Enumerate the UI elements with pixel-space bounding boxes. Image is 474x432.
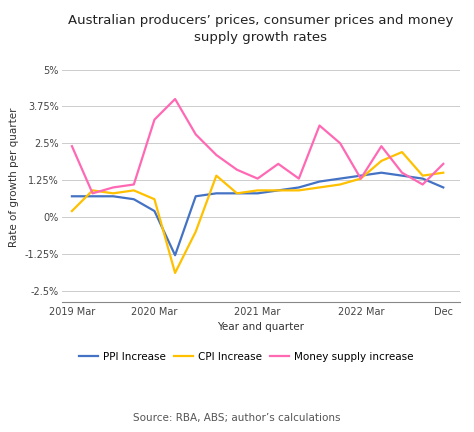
CPI Increase: [110, 191, 116, 196]
Money supply increase: [275, 161, 281, 166]
PPI Increase: [379, 170, 384, 175]
CPI Increase: [131, 188, 137, 193]
CPI Increase: [234, 191, 240, 196]
PPI Increase: [317, 179, 322, 184]
CPI Increase: [193, 229, 199, 234]
PPI Increase: [131, 197, 137, 202]
PPI Increase: [399, 173, 405, 178]
CPI Increase: [317, 185, 322, 190]
Money supply increase: [69, 143, 75, 149]
PPI Increase: [255, 191, 260, 196]
PPI Increase: [172, 253, 178, 258]
PPI Increase: [296, 185, 302, 190]
CPI Increase: [420, 173, 426, 178]
CPI Increase: [172, 270, 178, 276]
Money supply increase: [317, 123, 322, 128]
CPI Increase: [296, 188, 302, 193]
PPI Increase: [358, 173, 364, 178]
CPI Increase: [90, 188, 95, 193]
Money supply increase: [296, 176, 302, 181]
CPI Increase: [275, 188, 281, 193]
Line: CPI Increase: CPI Increase: [72, 152, 443, 273]
Money supply increase: [420, 182, 426, 187]
PPI Increase: [440, 185, 446, 190]
PPI Increase: [275, 188, 281, 193]
PPI Increase: [193, 194, 199, 199]
CPI Increase: [358, 176, 364, 181]
CPI Increase: [152, 197, 157, 202]
PPI Increase: [90, 194, 95, 199]
CPI Increase: [255, 188, 260, 193]
Money supply increase: [399, 170, 405, 175]
Money supply increase: [110, 185, 116, 190]
Line: Money supply increase: Money supply increase: [72, 99, 443, 194]
Money supply increase: [193, 132, 199, 137]
Y-axis label: Rate of growth per quarter: Rate of growth per quarter: [9, 108, 19, 247]
CPI Increase: [440, 170, 446, 175]
Text: Source: RBA, ABS; author’s calculations: Source: RBA, ABS; author’s calculations: [133, 413, 341, 423]
PPI Increase: [69, 194, 75, 199]
Legend: PPI Increase, CPI Increase, Money supply increase: PPI Increase, CPI Increase, Money supply…: [75, 348, 418, 366]
CPI Increase: [69, 208, 75, 213]
Money supply increase: [172, 96, 178, 102]
Money supply increase: [234, 167, 240, 172]
PPI Increase: [420, 176, 426, 181]
CPI Increase: [213, 173, 219, 178]
Money supply increase: [358, 176, 364, 181]
X-axis label: Year and quarter: Year and quarter: [217, 322, 304, 332]
PPI Increase: [234, 191, 240, 196]
CPI Increase: [337, 182, 343, 187]
Money supply increase: [379, 143, 384, 149]
CPI Increase: [399, 149, 405, 155]
Line: PPI Increase: PPI Increase: [72, 173, 443, 255]
Money supply increase: [337, 141, 343, 146]
Money supply increase: [440, 161, 446, 166]
PPI Increase: [110, 194, 116, 199]
Money supply increase: [90, 191, 95, 196]
Money supply increase: [152, 117, 157, 122]
PPI Increase: [213, 191, 219, 196]
Money supply increase: [213, 152, 219, 158]
Title: Australian producers’ prices, consumer prices and money
supply growth rates: Australian producers’ prices, consumer p…: [68, 14, 454, 44]
CPI Increase: [379, 158, 384, 163]
PPI Increase: [337, 176, 343, 181]
Money supply increase: [255, 176, 260, 181]
Money supply increase: [131, 182, 137, 187]
PPI Increase: [152, 208, 157, 213]
